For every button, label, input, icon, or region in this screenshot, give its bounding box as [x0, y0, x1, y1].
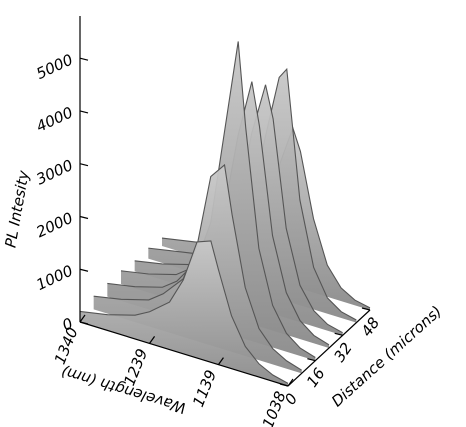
surface-slice: [79, 240, 289, 384]
x-tick: [79, 314, 86, 323]
x-tick-label: 1139: [189, 367, 220, 409]
z-tick: [79, 268, 89, 272]
z-tick: [79, 163, 89, 167]
y-tick: [334, 332, 343, 336]
x-axis: [79, 321, 289, 387]
y-tick: [307, 358, 316, 362]
y-axis: [287, 309, 371, 387]
z-tick-label: 3000: [33, 156, 75, 188]
y-tick: [361, 307, 371, 311]
y-tick: [279, 383, 289, 387]
x-axis-title: Wavelength (nm): [59, 362, 188, 417]
z-tick: [79, 215, 89, 220]
z-axis-title: PL Intesity: [1, 168, 32, 249]
surface-slice: [107, 41, 316, 358]
surface-slice: [120, 81, 330, 346]
surface-slice: [93, 163, 302, 371]
surface: [79, 41, 371, 386]
z-tick: [79, 110, 89, 114]
x-tick: [149, 336, 156, 344]
surface-fill: [107, 41, 316, 361]
surface-fill: [80, 240, 288, 386]
z-tick: [79, 321, 89, 325]
x-tick-label: 1340: [51, 325, 82, 367]
z-tick-label: 5000: [33, 51, 75, 83]
x-tick: [217, 357, 224, 365]
z-tick-label: 4000: [33, 103, 75, 135]
z-tick-label: 2000: [33, 209, 75, 241]
x-tick: [287, 378, 294, 387]
z-tick: [79, 57, 89, 61]
z-tick-label: 1000: [33, 262, 75, 294]
